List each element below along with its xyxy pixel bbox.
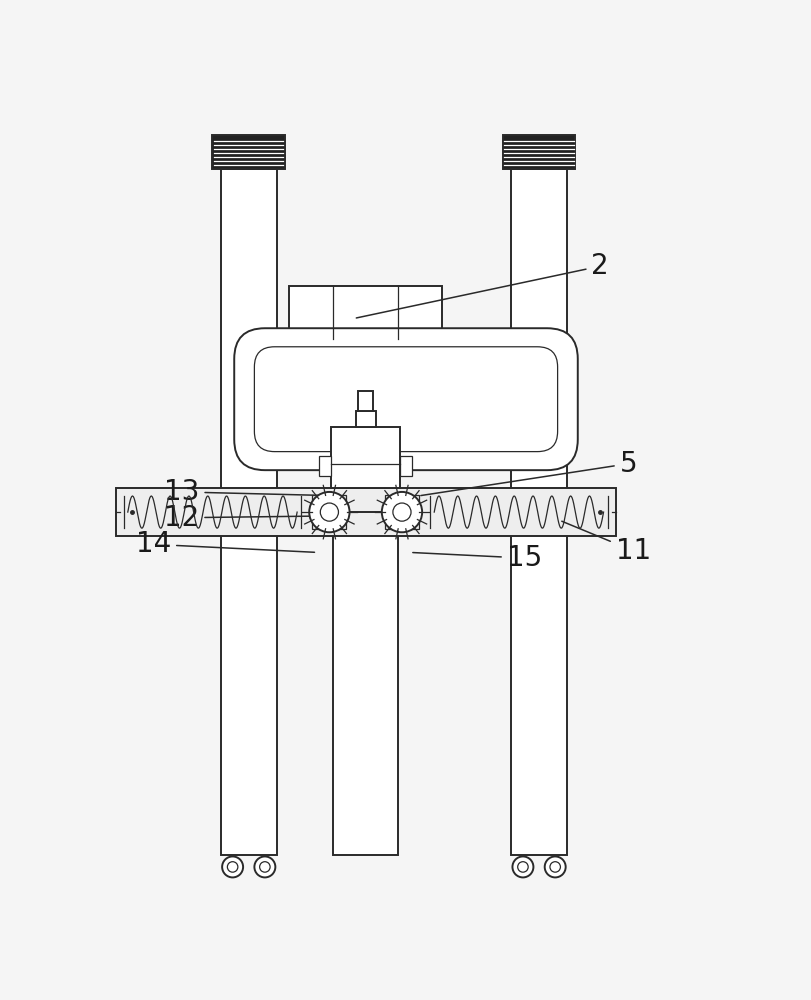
Text: 15: 15 — [412, 544, 542, 572]
Circle shape — [517, 862, 527, 872]
Circle shape — [381, 492, 422, 532]
Bar — [384, 495, 418, 529]
Bar — [358, 391, 372, 411]
Bar — [331, 427, 400, 488]
Bar — [115, 488, 615, 536]
Bar — [212, 135, 285, 169]
Circle shape — [254, 856, 275, 877]
Bar — [355, 411, 375, 427]
Circle shape — [227, 862, 238, 872]
Circle shape — [512, 856, 533, 877]
Text: 14: 14 — [135, 530, 314, 558]
Text: 5: 5 — [420, 450, 637, 496]
Circle shape — [393, 503, 410, 521]
Bar — [400, 456, 411, 476]
Circle shape — [222, 856, 242, 877]
Text: 11: 11 — [561, 521, 650, 565]
Bar — [248, 359, 563, 440]
Bar — [502, 135, 575, 169]
Bar — [510, 169, 567, 855]
Circle shape — [544, 856, 565, 877]
Bar — [221, 169, 277, 855]
Text: 2: 2 — [356, 252, 608, 318]
Bar — [319, 456, 331, 476]
Circle shape — [320, 503, 338, 521]
Bar — [312, 495, 346, 529]
Bar — [333, 435, 397, 855]
Text: 13: 13 — [164, 478, 342, 506]
FancyBboxPatch shape — [234, 328, 577, 470]
Circle shape — [309, 492, 349, 532]
Bar — [289, 286, 442, 339]
Circle shape — [260, 862, 270, 872]
Circle shape — [549, 862, 560, 872]
Bar — [337, 339, 393, 419]
Text: 12: 12 — [164, 504, 310, 532]
